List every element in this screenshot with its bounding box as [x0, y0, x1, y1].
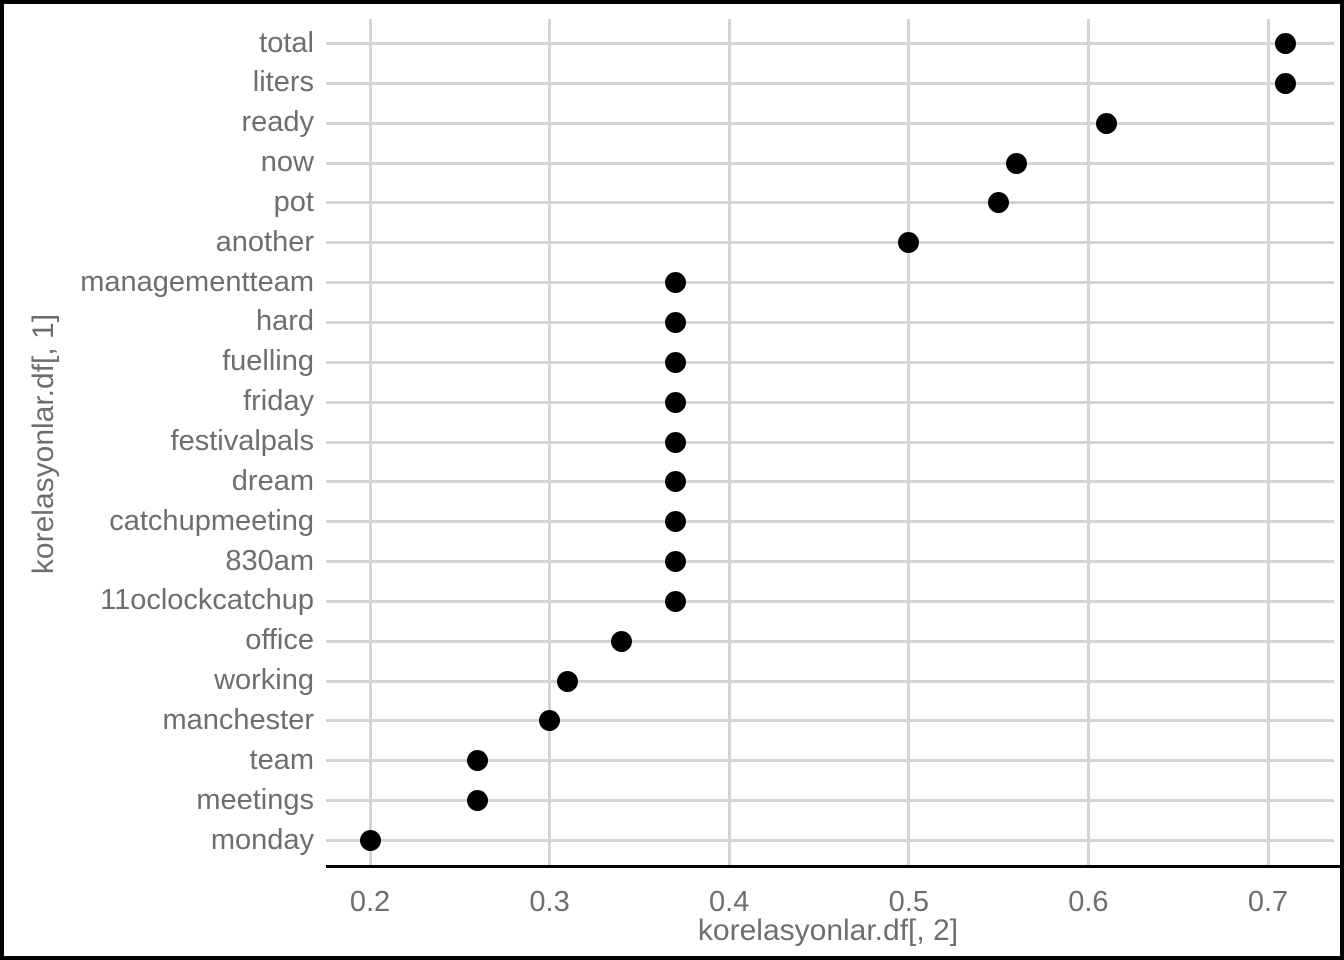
y-tick-label: ready — [241, 106, 314, 139]
y-gridline — [326, 480, 1334, 484]
y-tick-label: monday — [210, 823, 314, 856]
x-tick-label: 0.4 — [709, 886, 750, 918]
y-gridline — [326, 201, 1334, 205]
y-gridline — [326, 42, 1334, 45]
y-gridline — [326, 320, 1334, 324]
data-point — [664, 272, 686, 294]
y-tick-label: office — [245, 624, 314, 657]
y-gridline — [326, 400, 1334, 404]
y-tick-label: team — [249, 743, 314, 776]
x-tick-label: 0.5 — [888, 886, 929, 918]
y-tick-label: catchupmeeting — [109, 504, 314, 537]
y-gridline — [326, 560, 1334, 564]
data-point — [664, 551, 686, 573]
data-point — [1095, 112, 1117, 134]
y-gridline — [326, 759, 1334, 763]
y-gridline — [326, 440, 1334, 444]
data-point — [1275, 33, 1297, 54]
y-tick-label: total — [259, 26, 314, 59]
data-point — [664, 590, 686, 612]
data-point — [898, 232, 920, 254]
y-gridline — [326, 81, 1334, 85]
data-point — [988, 192, 1010, 214]
data-point — [359, 830, 381, 851]
x-axis-title: korelasyonlar.df[, 2] — [697, 914, 959, 947]
y-gridline — [326, 360, 1334, 364]
y-gridline — [326, 241, 1334, 245]
data-point — [664, 391, 686, 413]
y-gridline — [326, 520, 1334, 524]
y-gridline — [326, 799, 1334, 803]
x-axis-line — [326, 865, 1340, 868]
y-tick-label: working — [214, 663, 314, 696]
y-tick-label: dream — [231, 464, 314, 497]
y-tick-label: fuelling — [222, 345, 314, 378]
y-gridline — [326, 161, 1334, 165]
y-tick-label: hard — [255, 305, 314, 338]
y-gridline — [326, 839, 1334, 842]
data-point — [1006, 152, 1028, 174]
y-gridline — [326, 281, 1334, 285]
y-tick-label: manchester — [162, 703, 314, 736]
y-tick-label: 830am — [225, 544, 314, 577]
data-point — [1275, 72, 1297, 94]
y-tick-label: another — [215, 225, 314, 258]
data-point — [664, 431, 686, 453]
y-tick-label: liters — [252, 66, 314, 99]
data-point — [467, 790, 489, 812]
y-tick-label: pot — [273, 185, 314, 218]
y-gridline — [326, 121, 1334, 125]
data-point — [664, 471, 686, 493]
y-tick-label: now — [260, 145, 314, 178]
x-tick-label: 0.2 — [349, 886, 391, 918]
x-tick-label: 0.7 — [1247, 886, 1289, 918]
data-point — [664, 311, 686, 333]
data-point — [539, 710, 561, 732]
data-point — [557, 670, 579, 692]
y-tick-label: friday — [243, 384, 314, 417]
x-tick-label: 0.3 — [529, 886, 570, 918]
y-gridline — [326, 599, 1334, 603]
y-tick-label: meetings — [196, 783, 314, 816]
y-gridline — [326, 679, 1334, 683]
data-point — [610, 630, 632, 652]
data-point — [664, 511, 686, 533]
y-tick-label: festivalpals — [170, 424, 314, 457]
y-tick-label: 11oclockcatchup — [100, 584, 314, 617]
data-point — [467, 750, 489, 772]
data-point — [664, 351, 686, 373]
y-gridline — [326, 639, 1334, 643]
y-tick-label: managementteam — [80, 265, 314, 298]
x-tick-label: 0.6 — [1068, 886, 1109, 918]
y-gridline — [326, 719, 1334, 723]
